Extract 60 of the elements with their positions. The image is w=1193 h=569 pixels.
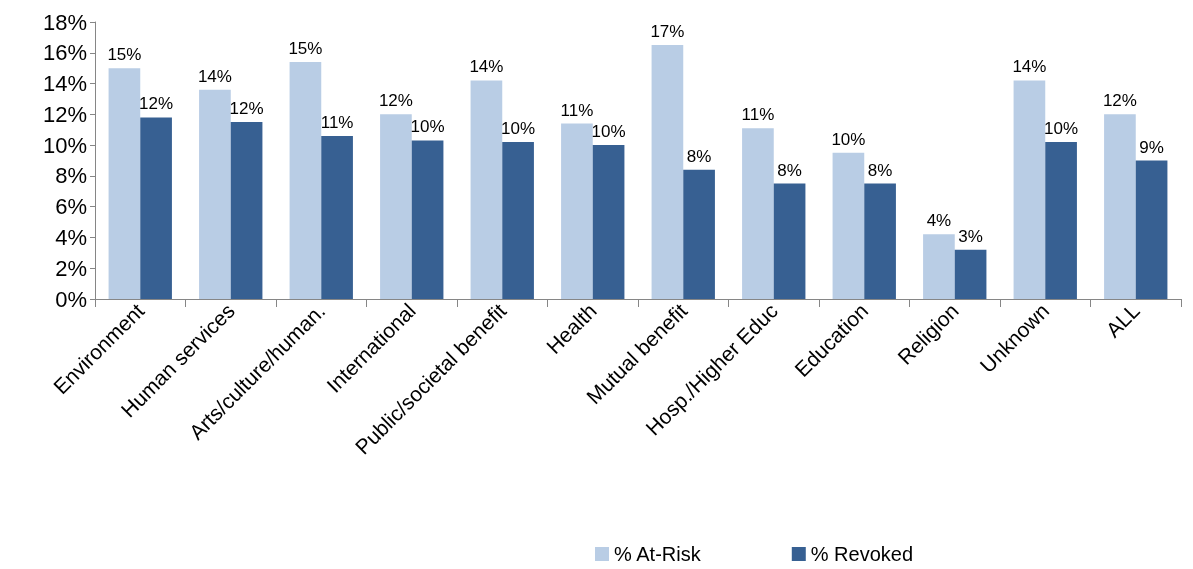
data-label: 11% — [560, 100, 594, 120]
y-tick-label: 16% — [42, 40, 87, 66]
bar — [199, 89, 231, 299]
data-label: 17% — [650, 22, 685, 42]
data-label: 10% — [591, 122, 626, 142]
data-label: 10% — [501, 119, 536, 139]
bar — [1013, 80, 1046, 299]
data-label: 8% — [867, 160, 893, 180]
y-tick-label: 18% — [42, 9, 87, 35]
data-label: 14% — [197, 66, 232, 86]
y-tick-label: 14% — [42, 71, 87, 97]
legend-label: % At-Risk — [614, 543, 702, 565]
legend-label: % Revoked — [810, 543, 914, 565]
data-label: 14% — [1012, 57, 1047, 77]
y-tick-label: 4% — [55, 224, 87, 250]
bar — [289, 62, 322, 299]
bar — [140, 117, 172, 299]
bar — [832, 152, 865, 299]
data-label: 11% — [320, 112, 354, 132]
x-tick-label: ALL — [1101, 298, 1144, 342]
bar — [683, 169, 715, 299]
bar — [923, 234, 955, 299]
y-tick-label: 10% — [42, 132, 87, 158]
data-label: 14% — [469, 57, 504, 77]
data-label: 8% — [686, 146, 712, 166]
data-label: 15% — [107, 45, 142, 65]
data-label: 11% — [741, 105, 775, 125]
bar — [470, 80, 503, 299]
data-label: 10% — [1044, 119, 1079, 139]
data-label: 12% — [378, 91, 413, 111]
bar — [411, 140, 444, 299]
data-label: 3% — [958, 226, 983, 246]
bar — [561, 123, 593, 299]
data-label: 10% — [831, 129, 866, 149]
bar — [864, 183, 896, 299]
bar — [742, 128, 774, 299]
data-label: 9% — [1139, 137, 1164, 157]
bar — [1045, 142, 1077, 299]
bar — [651, 45, 684, 299]
bar — [321, 135, 353, 299]
data-label: 12% — [139, 94, 174, 114]
bar — [1135, 160, 1168, 299]
bar — [380, 114, 412, 299]
y-tick-label: 12% — [42, 101, 87, 127]
bar — [954, 249, 987, 299]
bar — [592, 145, 625, 299]
bar — [502, 142, 534, 299]
data-label: 8% — [777, 160, 802, 180]
bar — [108, 68, 141, 299]
bar — [1104, 114, 1136, 299]
y-tick-label: 6% — [55, 194, 87, 220]
y-tick-label: 2% — [55, 255, 87, 281]
bar — [773, 183, 806, 299]
data-label: 12% — [229, 99, 264, 119]
data-label: 10% — [410, 117, 445, 137]
y-tick-label: 8% — [55, 163, 87, 189]
data-label: 15% — [288, 39, 323, 59]
data-label: 4% — [926, 211, 952, 231]
data-label: 12% — [1102, 91, 1137, 111]
bar — [230, 122, 263, 299]
